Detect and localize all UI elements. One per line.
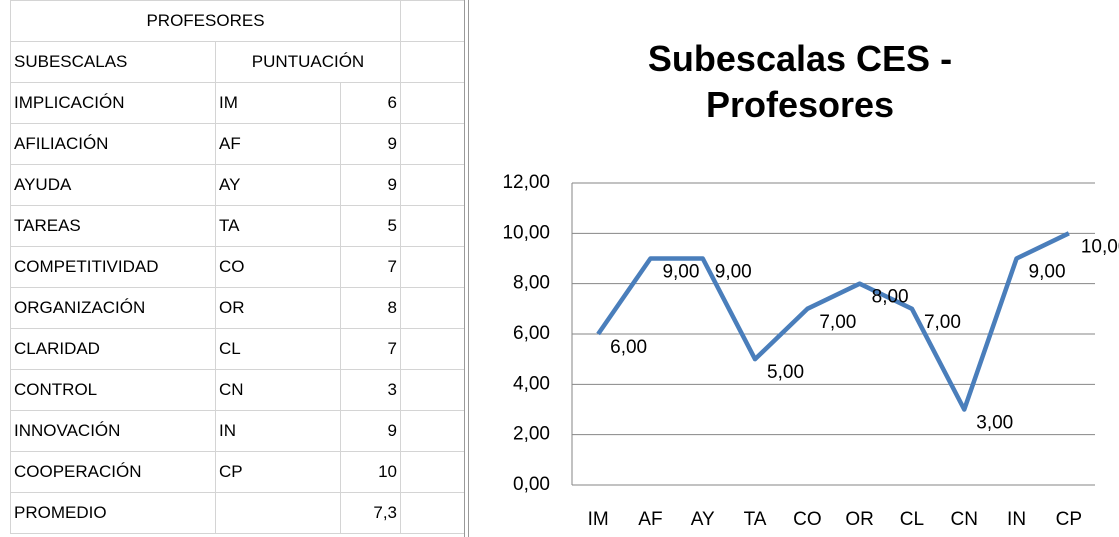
subscale-name: COMPETITIVIDAD xyxy=(10,246,216,288)
subscale-code: CP xyxy=(215,451,341,493)
y-tick-label: 2,00 xyxy=(513,424,550,445)
cell xyxy=(400,205,465,247)
cell xyxy=(400,41,465,83)
data-label: 9,00 xyxy=(1029,262,1066,283)
table-row: INNOVACIÓN IN 9 xyxy=(10,410,465,452)
cell xyxy=(400,0,465,42)
y-tick-label: 0,00 xyxy=(513,474,550,495)
subscale-name: AYUDA xyxy=(10,164,216,206)
cell xyxy=(400,287,465,329)
spreadsheet-table: PROFESORES SUBESCALAS PUNTUACIÓN IMPLICA… xyxy=(10,0,465,534)
data-line xyxy=(596,231,1070,412)
x-tick-label: CP xyxy=(1056,509,1082,530)
score: 7 xyxy=(340,246,401,288)
x-tick-label: AY xyxy=(691,509,715,530)
table-row: IMPLICACIÓN IM 6 xyxy=(10,82,465,124)
subscale-code xyxy=(215,492,341,534)
column-header: SUBESCALAS xyxy=(10,41,216,83)
subscale-name: TAREAS xyxy=(10,205,216,247)
score: 5 xyxy=(340,205,401,247)
cell xyxy=(400,451,465,493)
chart: 0,00 2,00 4,00 6,00 8,00 10,00 12,00 IM AF AY TA CO… xyxy=(502,172,1119,530)
cell xyxy=(400,123,465,165)
subscale-name: CLARIDAD xyxy=(10,328,216,370)
x-tick-label: AF xyxy=(638,509,662,530)
cell xyxy=(400,164,465,206)
x-tick-label: CO xyxy=(793,509,822,530)
subscale-name: IMPLICACIÓN xyxy=(10,82,216,124)
column-header: PUNTUACIÓN xyxy=(215,41,401,83)
score: 7,3 xyxy=(340,492,401,534)
x-tick-label: CN xyxy=(951,509,978,530)
score: 6 xyxy=(340,82,401,124)
subscale-code: AF xyxy=(215,123,341,165)
x-tick-label: CL xyxy=(900,509,924,530)
table-row: AYUDA AY 9 xyxy=(10,164,465,206)
table-row: PROMEDIO 7,3 xyxy=(10,492,465,534)
cell xyxy=(400,246,465,288)
x-tick-label: TA xyxy=(744,509,767,530)
score: 10 xyxy=(340,451,401,493)
subscale-name: COOPERACIÓN xyxy=(10,451,216,493)
y-tick-label: 10,00 xyxy=(502,222,550,243)
score: 8 xyxy=(340,287,401,329)
score: 9 xyxy=(340,123,401,165)
table-row: CLARIDAD CL 7 xyxy=(10,328,465,370)
data-label: 8,00 xyxy=(872,287,909,308)
table-header: PROFESORES xyxy=(10,0,401,42)
cell xyxy=(400,410,465,452)
cell xyxy=(400,369,465,411)
subscale-code: AY xyxy=(215,164,341,206)
y-tick-label: 8,00 xyxy=(513,273,550,294)
cell xyxy=(400,82,465,124)
subscale-code: OR xyxy=(215,287,341,329)
x-tick-label: OR xyxy=(845,509,874,530)
x-tick-label: IN xyxy=(1007,509,1026,530)
y-tick-label: 6,00 xyxy=(513,323,550,344)
table-row: CONTROL CN 3 xyxy=(10,369,465,411)
cell xyxy=(400,328,465,370)
subscale-code: IN xyxy=(215,410,341,452)
score: 9 xyxy=(340,164,401,206)
column-row: SUBESCALAS PUNTUACIÓN xyxy=(10,41,465,83)
subscale-code: TA xyxy=(215,205,341,247)
y-tick-label: 4,00 xyxy=(513,373,550,394)
subscale-name: AFILIACIÓN xyxy=(10,123,216,165)
subscale-code: CO xyxy=(215,246,341,288)
subscale-code: IM xyxy=(215,82,341,124)
table-row: COMPETITIVIDAD CO 7 xyxy=(10,246,465,288)
subscale-code: CN xyxy=(215,369,341,411)
subscale-name: PROMEDIO xyxy=(10,492,216,534)
chart-title: Subescalas CES - Profesores xyxy=(647,38,953,125)
cell xyxy=(400,492,465,534)
score: 9 xyxy=(340,410,401,452)
score: 7 xyxy=(340,328,401,370)
pane-divider xyxy=(464,0,469,537)
data-label: 9,00 xyxy=(715,262,752,283)
subscale-code: CL xyxy=(215,328,341,370)
table-row: TAREAS TA 5 xyxy=(10,205,465,247)
y-tick-label: 12,00 xyxy=(502,172,550,193)
subscale-name: INNOVACIÓN xyxy=(10,410,216,452)
data-label: 5,00 xyxy=(767,362,804,383)
table-row: AFILIACIÓN AF 9 xyxy=(10,123,465,165)
x-tick-label: IM xyxy=(588,509,609,530)
table-row: ORGANIZACIÓN OR 8 xyxy=(10,287,465,329)
subscale-name: ORGANIZACIÓN xyxy=(10,287,216,329)
data-label: 7,00 xyxy=(819,312,856,333)
data-label: 9,00 xyxy=(662,262,699,283)
data-label: 3,00 xyxy=(976,413,1013,434)
table-row: COOPERACIÓN CP 10 xyxy=(10,451,465,493)
data-label: 10,00 xyxy=(1081,236,1119,257)
header-row: PROFESORES xyxy=(10,0,465,42)
subscale-name: CONTROL xyxy=(10,369,216,411)
data-label: 7,00 xyxy=(924,312,961,333)
data-label: 6,00 xyxy=(610,337,647,358)
score: 3 xyxy=(340,369,401,411)
